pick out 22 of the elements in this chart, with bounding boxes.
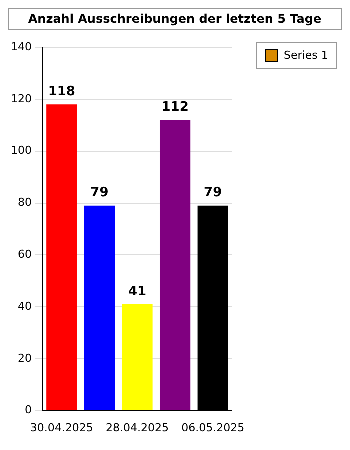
y-tick-label: 40 <box>18 300 32 313</box>
data-label: 41 <box>128 284 147 300</box>
x-tick-label: 30.04.2025 <box>30 421 94 434</box>
bar <box>160 120 191 410</box>
bar <box>46 104 78 410</box>
y-tick-label: 60 <box>18 248 32 261</box>
data-label: 112 <box>162 100 189 116</box>
chart-title: Anzahl Ausschreibungen der letzten 5 Tage <box>8 8 342 30</box>
bar <box>122 304 153 410</box>
y-tick-label: 140 <box>10 40 32 54</box>
y-tick-label: 120 <box>10 92 32 106</box>
bar <box>84 206 116 410</box>
x-tick-label: 28.04.2025 <box>106 421 169 434</box>
y-tick-label: 80 <box>18 196 32 210</box>
data-label: 118 <box>48 84 76 100</box>
y-tick-label: 100 <box>10 144 32 158</box>
y-tick-label: 0 <box>24 404 32 417</box>
text: Series 1 <box>284 49 328 62</box>
y-tick-label: 20 <box>18 352 32 365</box>
data-label: 79 <box>204 186 222 201</box>
x-tick-label: 06.05.2025 <box>182 421 245 434</box>
data-label: 79 <box>90 186 109 201</box>
